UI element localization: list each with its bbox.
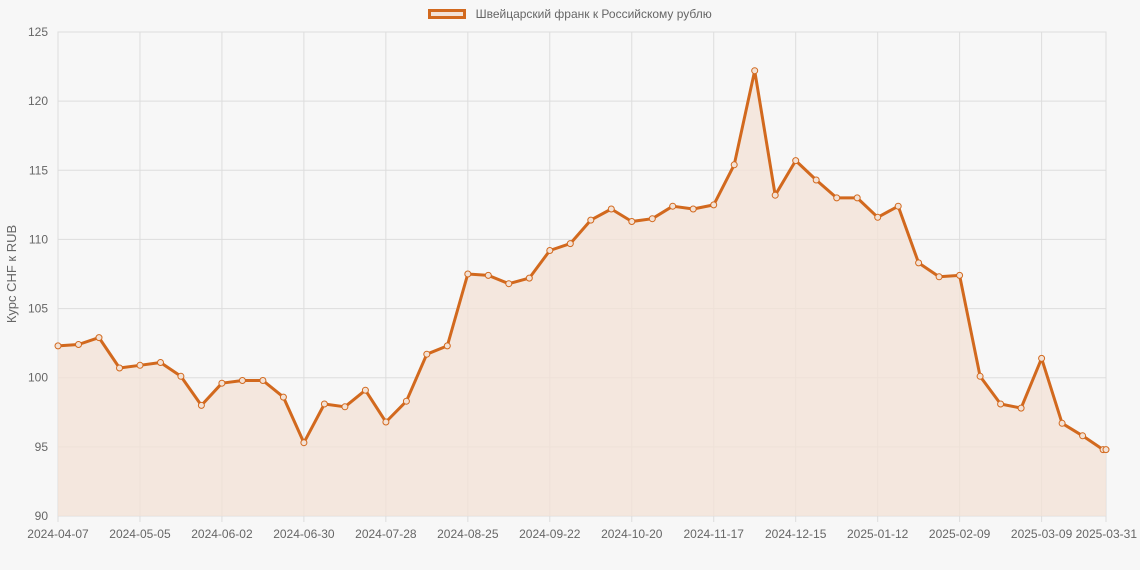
data-point[interactable] — [1079, 432, 1087, 440]
x-tick-label: 2024-06-02 — [191, 527, 253, 541]
data-point[interactable] — [136, 361, 144, 369]
data-point[interactable] — [95, 334, 103, 342]
data-point[interactable] — [628, 218, 636, 225]
data-point[interactable] — [710, 201, 718, 209]
legend-swatch — [428, 8, 467, 19]
data-point[interactable] — [566, 240, 574, 248]
data-point[interactable] — [177, 372, 185, 380]
y-tick-label: 95 — [35, 440, 49, 454]
data-point[interactable] — [1058, 419, 1066, 427]
data-point[interactable] — [54, 342, 62, 350]
data-point[interactable] — [361, 386, 369, 394]
x-tick-label: 2024-10-20 — [601, 527, 663, 541]
x-tick-label: 2024-09-22 — [519, 527, 581, 541]
data-point[interactable] — [587, 216, 595, 224]
data-point[interactable] — [75, 341, 82, 348]
data-point[interactable] — [218, 379, 226, 387]
data-point[interactable] — [1102, 446, 1110, 454]
data-point[interactable] — [874, 213, 882, 221]
y-axis-ticks: 90 95 100 105 110 115 120 125 — [28, 25, 48, 523]
y-tick-label: 110 — [29, 232, 48, 246]
y-axis-label: Курс CHF к RUB — [4, 225, 19, 323]
data-point[interactable] — [915, 259, 923, 267]
data-point[interactable] — [853, 194, 861, 202]
data-point[interactable] — [607, 205, 615, 213]
data-point[interactable] — [320, 400, 328, 408]
data-point[interactable] — [484, 271, 492, 279]
x-tick-label: 2025-01-12 — [847, 527, 909, 541]
y-tick-label: 90 — [35, 509, 49, 523]
points-layer — [54, 67, 1110, 454]
data-point[interactable] — [812, 176, 820, 184]
series-area — [58, 70, 1106, 516]
data-point[interactable] — [669, 202, 677, 210]
data-point[interactable] — [116, 364, 123, 372]
x-tick-label: 2024-11-17 — [683, 527, 744, 541]
x-tick-label: 2025-03-09 — [1011, 527, 1073, 541]
data-point[interactable] — [402, 397, 410, 405]
data-point[interactable] — [525, 274, 533, 282]
data-point[interactable] — [443, 342, 451, 350]
data-point[interactable] — [792, 157, 800, 165]
data-point[interactable] — [382, 418, 390, 426]
data-point[interactable] — [1017, 404, 1025, 412]
data-point[interactable] — [894, 202, 902, 210]
data-point[interactable] — [300, 439, 308, 447]
x-tick-label: 2024-08-25 — [437, 527, 499, 541]
x-tick-label: 2024-12-15 — [765, 527, 827, 541]
data-point[interactable] — [1038, 354, 1046, 362]
y-tick-label: 125 — [28, 25, 48, 39]
data-point[interactable] — [546, 247, 554, 254]
data-point[interactable] — [956, 271, 964, 279]
data-point[interactable] — [751, 67, 759, 75]
data-point[interactable] — [730, 161, 738, 169]
data-point[interactable] — [279, 393, 287, 401]
y-tick-label: 120 — [28, 94, 48, 108]
legend[interactable]: Швейцарский франк к Российскому рублю — [0, 6, 1140, 21]
x-tick-label: 2024-04-07 — [27, 527, 89, 541]
x-axis-ticks: 2024-04-07 2024-05-05 2024-06-02 2024-06-30… — [27, 527, 1137, 541]
data-point[interactable] — [976, 372, 984, 380]
x-tick-label: 2025-02-09 — [929, 527, 991, 541]
data-point[interactable] — [423, 350, 431, 358]
data-point[interactable] — [935, 273, 943, 281]
x-tick-label: 2024-05-05 — [109, 527, 171, 541]
data-point[interactable] — [238, 377, 246, 384]
data-point[interactable] — [341, 403, 349, 411]
x-tick-label: 2024-06-30 — [273, 527, 335, 541]
y-tick-label: 105 — [28, 302, 48, 316]
data-point[interactable] — [689, 205, 697, 213]
x-tick-label: 2025-03-31 — [1076, 527, 1138, 541]
data-point[interactable] — [648, 215, 656, 223]
data-point[interactable] — [833, 194, 841, 202]
legend-label: Швейцарский франк к Российскому рублю — [475, 6, 712, 21]
data-point[interactable] — [259, 377, 267, 384]
data-point[interactable] — [505, 280, 513, 288]
data-point[interactable] — [197, 401, 205, 409]
data-point[interactable] — [771, 191, 779, 199]
y-tick-label: 100 — [28, 371, 48, 385]
data-point[interactable] — [464, 270, 472, 278]
data-point[interactable] — [157, 359, 164, 366]
y-tick-label: 115 — [29, 163, 48, 177]
x-tick-label: 2024-07-28 — [355, 527, 417, 541]
data-point[interactable] — [997, 400, 1005, 408]
